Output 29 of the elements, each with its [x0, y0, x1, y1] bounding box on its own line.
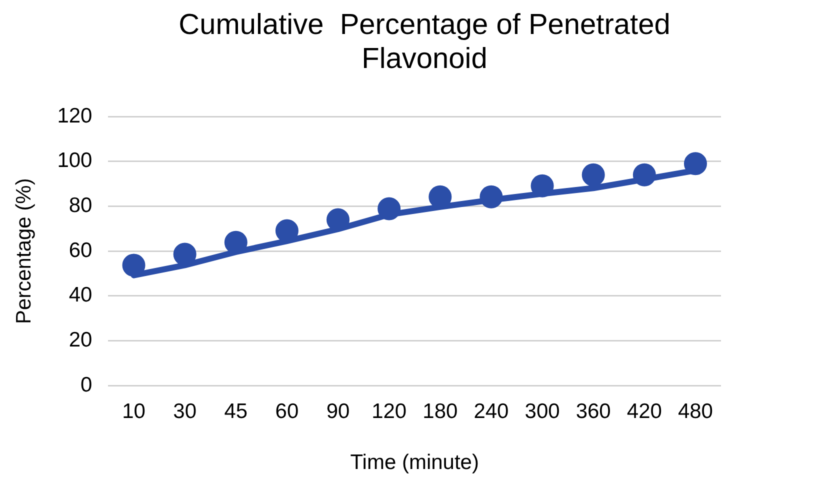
x-tick-label: 300	[524, 400, 560, 423]
point	[530, 174, 554, 198]
point	[480, 185, 503, 208]
y-tick-label: 120	[57, 104, 92, 128]
x-tick-label: 240	[474, 400, 509, 423]
y-tick-label: 0	[80, 373, 92, 396]
x-tick-label: 90	[326, 400, 350, 423]
point	[122, 254, 146, 277]
x-tick-label: 10	[122, 400, 146, 423]
y-tick-label: 40	[68, 284, 92, 307]
x-tick-label: 360	[576, 400, 611, 423]
y-tick-label: 100	[57, 149, 92, 172]
x-tick-label: 120	[372, 400, 407, 423]
x-tick-label: 30	[173, 400, 197, 423]
x-tick-label: 420	[626, 400, 662, 423]
point	[684, 152, 707, 176]
y-tick-label: 60	[68, 238, 92, 262]
y-axis-title: Percentage (%)	[12, 178, 36, 324]
x-tick-label: 480	[678, 400, 713, 423]
chart-title: Cumulative Percentage of Penetrated Flavonoid	[178, 8, 672, 76]
point	[582, 163, 605, 186]
point	[378, 197, 401, 220]
y-tick-label: 20	[68, 328, 92, 352]
x-tick-label: 60	[275, 400, 299, 423]
point	[632, 163, 656, 186]
x-tick-label: 45	[224, 400, 248, 423]
y-tick-label: 80	[68, 194, 92, 218]
x-tick-label: 180	[422, 400, 458, 423]
x-axis-title: Time (minute)	[350, 451, 479, 474]
